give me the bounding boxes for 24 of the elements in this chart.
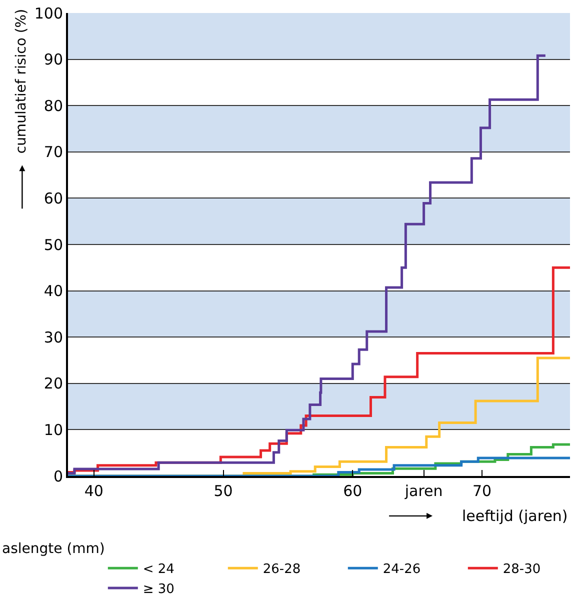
y-tick-label: 90 — [44, 50, 63, 69]
x-tick-label: 70 — [472, 482, 492, 500]
x-tick-label: 60 — [343, 482, 362, 500]
y-axis-title: cumulatief risico (%) — [14, 8, 30, 154]
y-tick-label: 20 — [44, 374, 63, 393]
y-tick-label: 0 — [53, 467, 63, 486]
y-tick-label: 10 — [44, 420, 63, 439]
y-tick-label: 100 — [34, 4, 63, 22]
y-tick-label: 80 — [44, 96, 63, 115]
legend-label: 26-28 — [262, 562, 301, 578]
y-tick-label: 70 — [44, 143, 63, 162]
y-tick-label: 50 — [44, 236, 63, 254]
y-tick-label: 60 — [44, 189, 63, 208]
legend-title: aslengte (mm) — [2, 541, 105, 558]
y-tick-label: 40 — [44, 282, 63, 300]
x-tick-label: jaren — [404, 482, 443, 500]
legend-label: 28-30 — [502, 562, 541, 578]
legend-label: ≥ 30 — [142, 582, 174, 598]
x-tick-label: 50 — [214, 482, 233, 500]
legend-label: < 24 — [142, 562, 174, 578]
legend-label: 24-26 — [382, 562, 421, 578]
y-tick-label: 30 — [44, 328, 63, 346]
x-axis-title: leeftijd (jaren) — [462, 507, 568, 525]
x-tick-label: 40 — [84, 482, 104, 500]
